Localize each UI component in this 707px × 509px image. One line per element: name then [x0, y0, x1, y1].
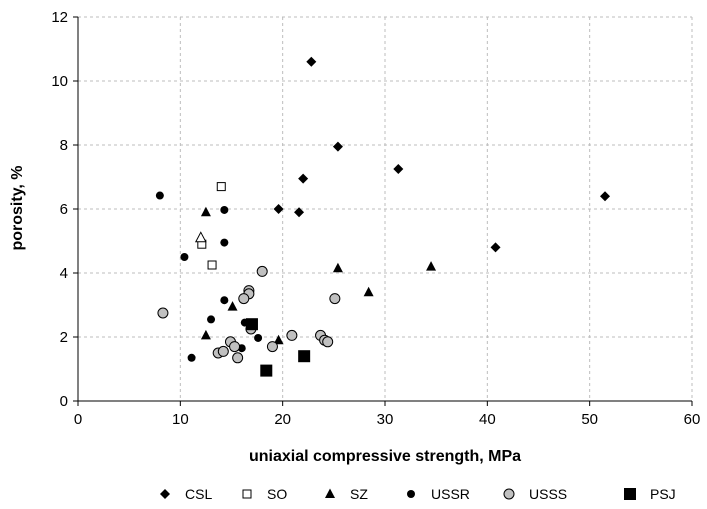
data-point: [216, 182, 226, 192]
legend-item-so: SO: [242, 486, 287, 502]
x-axis-title: uniaxial compressive strength, MPa: [249, 448, 521, 465]
x-tick-label: 20: [274, 411, 291, 428]
series-so: [197, 182, 226, 270]
data-point: [217, 345, 229, 357]
legend-label: USSR: [431, 486, 470, 502]
data-point: [600, 191, 611, 202]
data-point: [155, 191, 164, 200]
data-point: [393, 164, 404, 174]
data-point: [332, 141, 343, 152]
grid-lines: [78, 16, 693, 401]
data-point: [294, 207, 305, 218]
series-psj: [245, 318, 311, 377]
data-point: [329, 293, 341, 305]
y-tick-label: 6: [60, 201, 68, 218]
data-point: [254, 333, 263, 342]
data-point: [157, 307, 169, 319]
x-tick-label: 50: [581, 411, 598, 428]
data-point: [229, 341, 241, 353]
tick-labels: 0 10 20 30 40 50 60 0 2 4 6 8 10 12: [51, 9, 700, 428]
legend-label: PSJ: [650, 486, 676, 502]
legend-label: SO: [267, 486, 287, 502]
data-point: [273, 204, 284, 214]
data-point: [238, 293, 250, 305]
legend-item-sz: SZ: [325, 486, 368, 502]
legend-marker: [325, 488, 335, 498]
data-point: [194, 231, 207, 243]
y-tick-label: 12: [51, 9, 68, 26]
legend-marker: [160, 489, 170, 499]
axes: [73, 16, 693, 406]
legend-marker: [242, 489, 252, 499]
x-tick-label: 10: [172, 411, 189, 428]
data-point: [363, 286, 374, 297]
series-csl: [273, 56, 611, 253]
data-point: [180, 253, 189, 261]
legend-marker: [624, 488, 636, 500]
data-point: [245, 318, 258, 331]
data-point: [426, 261, 437, 271]
data-point: [266, 341, 278, 353]
data-point: [298, 350, 311, 363]
data-point: [298, 173, 309, 184]
legend-label: CSL: [185, 486, 212, 502]
data-point: [332, 262, 343, 273]
legend-item-ussr: USSR: [407, 486, 470, 502]
data-point: [286, 329, 298, 341]
legend-item-psj: PSJ: [624, 486, 676, 502]
data-point: [490, 242, 501, 253]
data-point: [200, 329, 211, 340]
series-usss: [157, 265, 341, 364]
data-point: [220, 296, 229, 305]
series-sz: [200, 206, 437, 345]
data-point: [220, 238, 229, 247]
y-tick-label: 8: [60, 137, 68, 154]
data-point: [207, 260, 217, 270]
data-point: [187, 353, 196, 362]
data-point: [200, 206, 211, 217]
y-tick-label: 10: [51, 73, 68, 90]
x-tick-label: 60: [684, 411, 701, 428]
legend-label: USSS: [529, 486, 567, 502]
data-point: [260, 364, 273, 377]
data-point: [232, 352, 244, 364]
x-tick-label: 30: [377, 411, 394, 428]
y-tick-label: 4: [60, 265, 68, 282]
legend-marker: [503, 488, 515, 500]
data-point: [207, 315, 216, 324]
y-tick-label: 2: [60, 329, 68, 346]
data-point: [256, 265, 268, 277]
x-tick-label: 0: [74, 411, 82, 428]
data-point: [306, 56, 317, 67]
legend-item-usss: USSS: [503, 486, 567, 502]
x-tick-label: 40: [479, 411, 496, 428]
data-point: [273, 334, 284, 345]
legend-marker: [407, 490, 415, 498]
legend: CSL SO SZ USSR USSS PSJ: [160, 486, 676, 502]
data-point: [227, 301, 238, 311]
y-tick-label: 0: [60, 393, 68, 410]
legend-label: SZ: [350, 486, 368, 502]
data-points: [155, 56, 611, 377]
y-axis-title: porosity, %: [9, 165, 26, 250]
data-point: [322, 336, 334, 348]
data-point: [220, 205, 229, 214]
legend-item-csl: CSL: [160, 486, 212, 502]
